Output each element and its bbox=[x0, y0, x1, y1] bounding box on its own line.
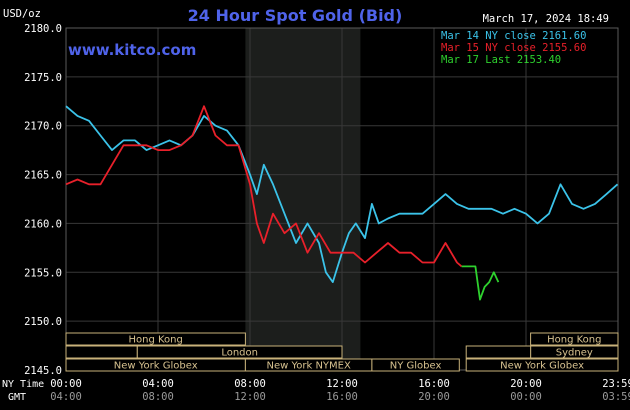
gmt-time-tick: 20:00 bbox=[418, 391, 450, 403]
session-box bbox=[65, 345, 138, 359]
session-label: London bbox=[221, 348, 258, 359]
gmt-label: GMT bbox=[8, 392, 26, 403]
y-tick-label: 2180.0 bbox=[24, 23, 62, 35]
session-label: New York NYMEX bbox=[266, 361, 351, 372]
y-tick-label: 2165.0 bbox=[24, 170, 62, 182]
gmt-time-tick: 03:59 bbox=[602, 391, 630, 403]
ny-time-tick: 16:00 bbox=[418, 378, 450, 390]
gmt-time-tick: 08:00 bbox=[142, 391, 174, 403]
legend-entry-mar15: Mar 15 NY close 2155.60 bbox=[441, 42, 586, 54]
session-label: New York Globex bbox=[114, 361, 198, 372]
ny-time-label: NY Time bbox=[2, 379, 44, 390]
session-box bbox=[371, 358, 460, 372]
session-label: NY Globex bbox=[390, 361, 442, 372]
ny-time-tick: 00:00 bbox=[50, 378, 82, 390]
ny-time-tick: 08:00 bbox=[234, 378, 266, 390]
y-tick-label: 2145.0 bbox=[24, 365, 62, 377]
y-tick-label: 2150.0 bbox=[24, 316, 62, 328]
series-line-2 bbox=[461, 265, 500, 301]
session-box bbox=[136, 345, 343, 359]
session-box bbox=[465, 345, 532, 359]
legend-entry-mar17: Mar 17 Last 2153.40 bbox=[441, 54, 561, 66]
gmt-time-tick: 12:00 bbox=[234, 391, 266, 403]
date-stamp: March 17, 2024 18:49 bbox=[483, 13, 609, 25]
session-box bbox=[530, 332, 619, 346]
ny-time-tick: 20:00 bbox=[510, 378, 542, 390]
chart-title: 24 Hour Spot Gold (Bid) bbox=[188, 6, 403, 25]
y-tick-label: 2170.0 bbox=[24, 121, 62, 133]
y-tick-label: 2155.0 bbox=[24, 267, 62, 279]
gmt-time-tick: 00:00 bbox=[510, 391, 542, 403]
session-label: Sydney bbox=[556, 348, 593, 359]
session-label: Hong Kong bbox=[129, 335, 183, 346]
unit-label: USD/oz bbox=[3, 8, 41, 20]
legend: Mar 14 NY close 2161.60 Mar 15 NY close … bbox=[441, 30, 586, 66]
gmt-time-tick: 04:00 bbox=[50, 391, 82, 403]
gmt-time-tick: 16:00 bbox=[326, 391, 358, 403]
legend-entry-mar14: Mar 14 NY close 2161.60 bbox=[441, 30, 586, 42]
session-box bbox=[465, 358, 619, 372]
y-tick-label: 2175.0 bbox=[24, 72, 62, 84]
y-tick-label: 2160.0 bbox=[24, 218, 62, 230]
series-line-1 bbox=[65, 105, 463, 268]
session-label: Hong Kong bbox=[547, 335, 601, 346]
nymex-shade bbox=[245, 28, 361, 370]
ny-time-tick: 23:59 bbox=[602, 378, 630, 390]
session-label: New York Globex bbox=[500, 361, 584, 372]
ny-time-tick: 12:00 bbox=[326, 378, 358, 390]
session-box bbox=[65, 332, 246, 346]
site-watermark: www.kitco.com bbox=[68, 41, 196, 59]
ny-time-tick: 04:00 bbox=[142, 378, 174, 390]
